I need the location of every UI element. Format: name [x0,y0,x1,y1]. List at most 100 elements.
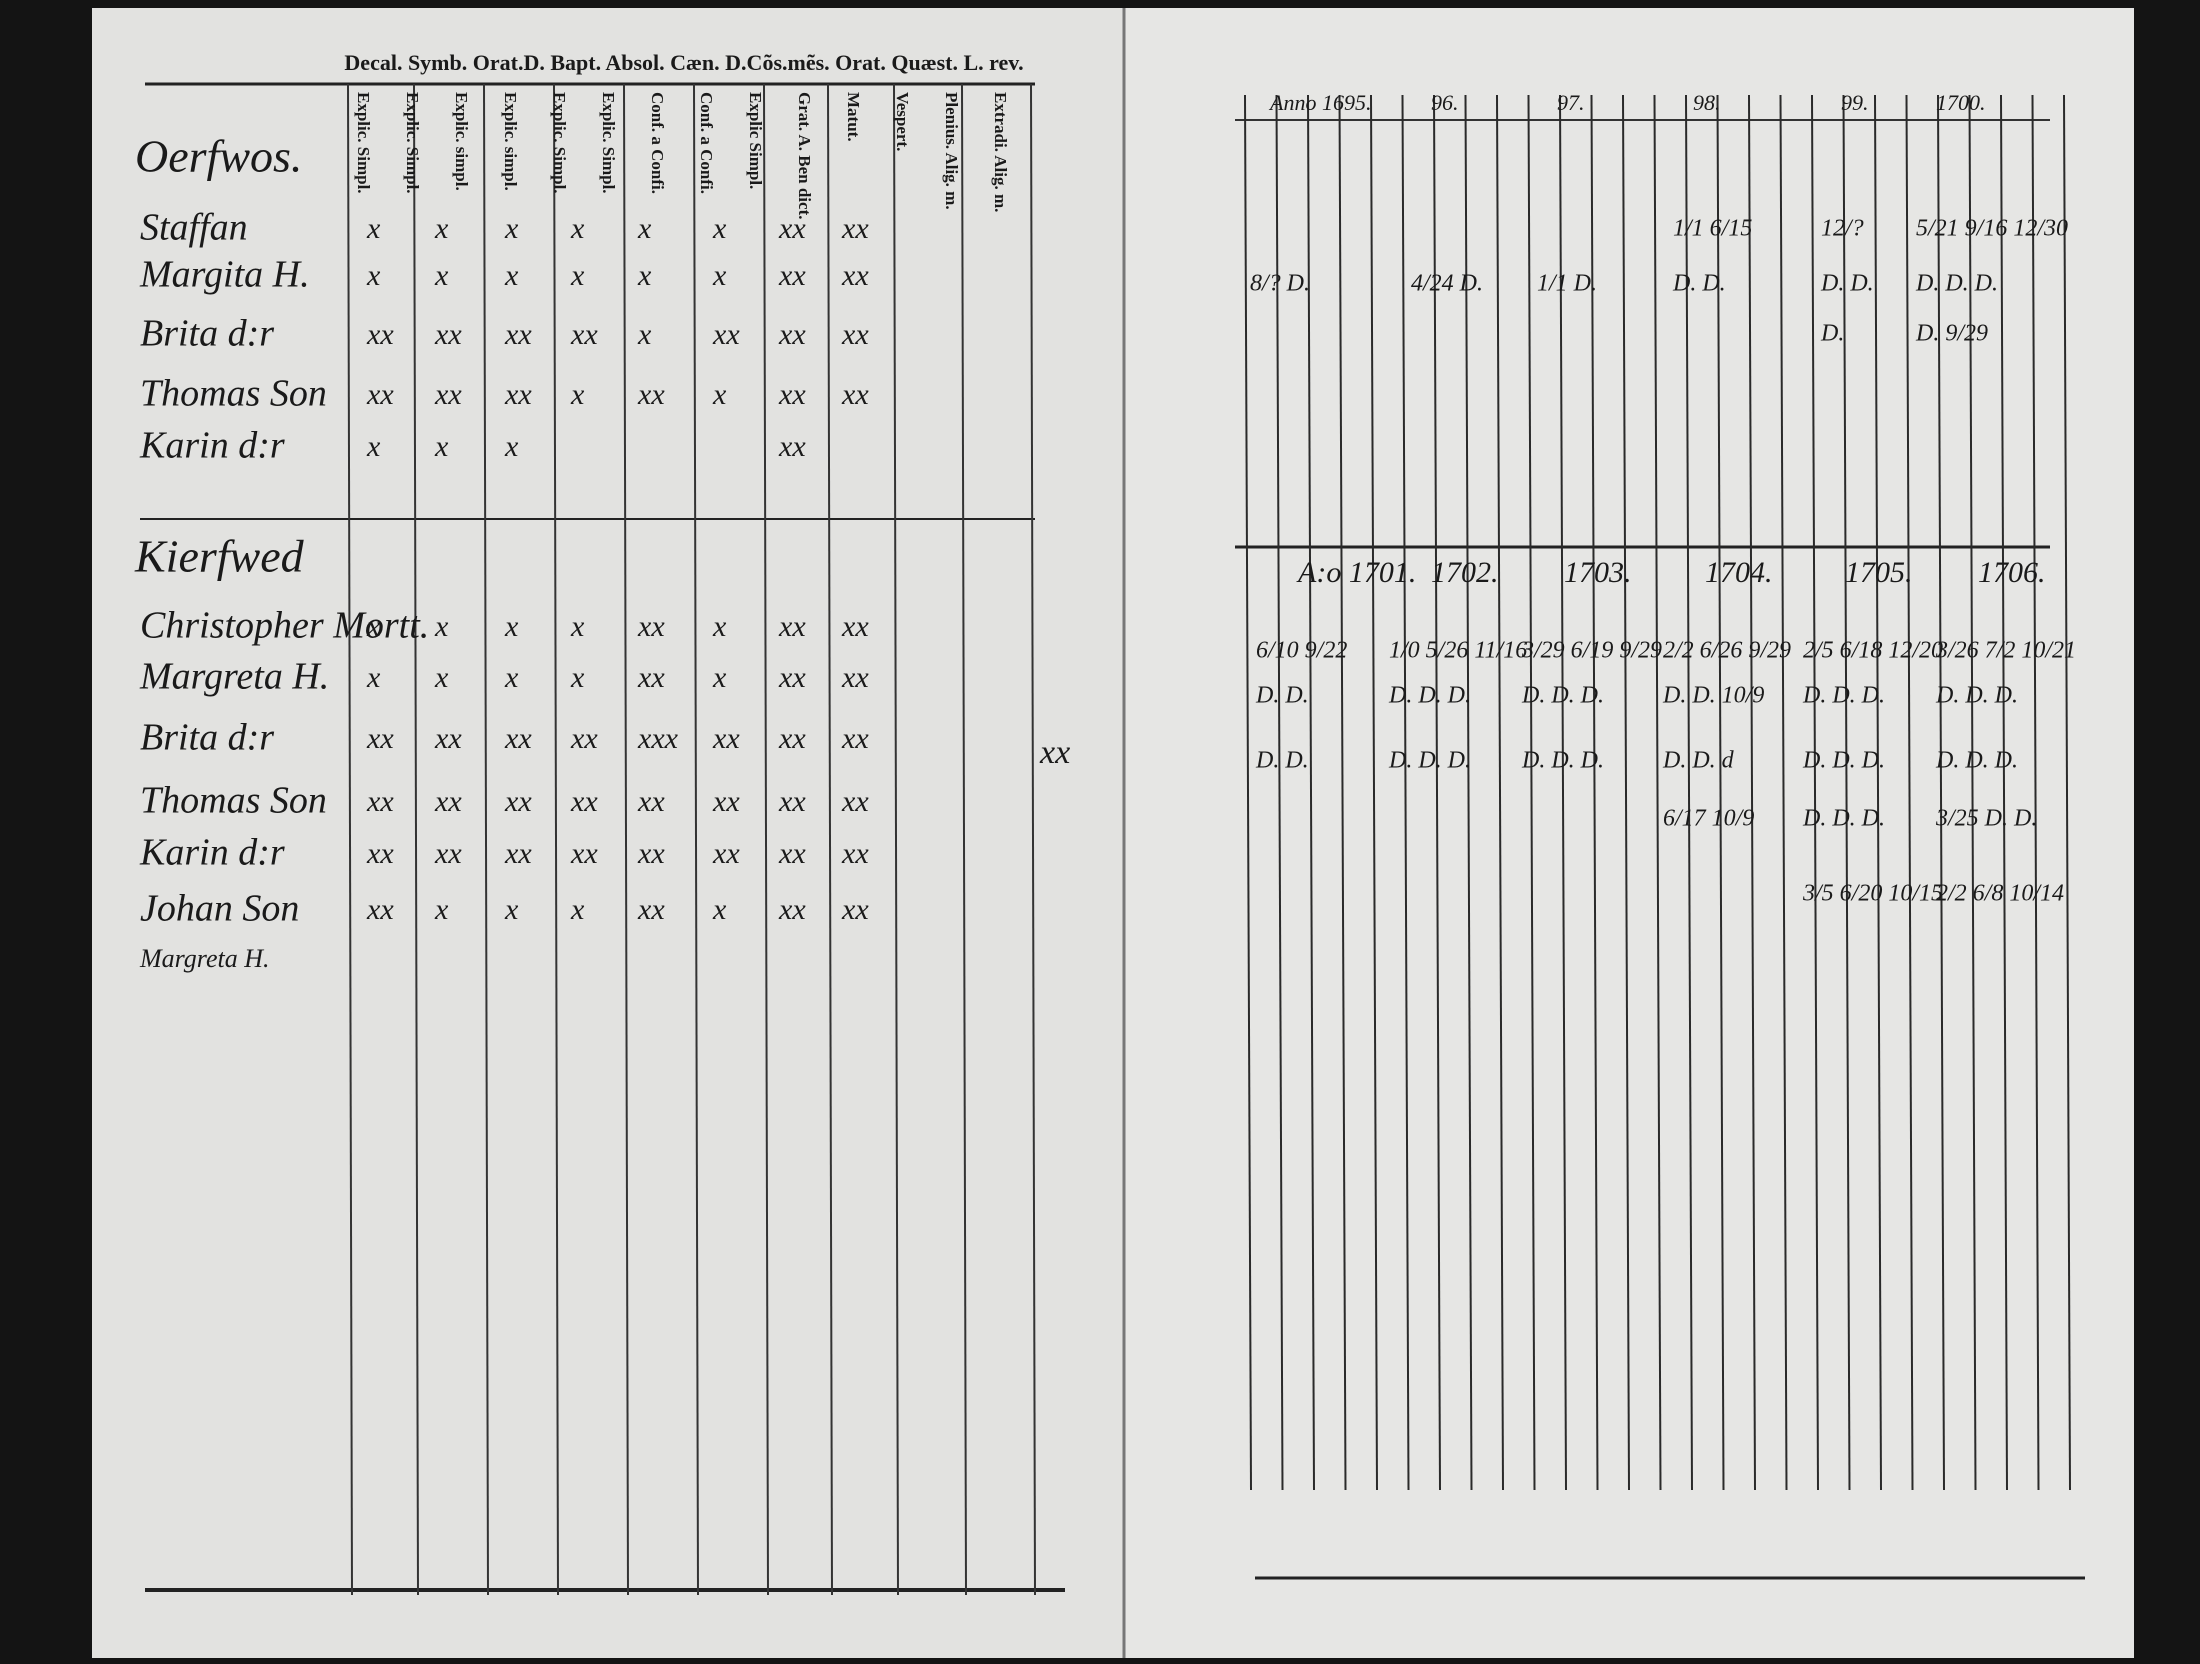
mark: x [366,661,381,694]
entry: D. D. D. [1388,683,1471,709]
column-rule [1874,94,1882,1491]
entry: 3/25 D. D. [1935,806,2037,832]
mark: x [504,610,519,643]
column-rule [553,83,559,1596]
entry: 4/24 D. [1411,271,1483,297]
mark: xx [841,785,869,818]
entry: D. D. [1820,271,1874,297]
entry: 6/17 10/9 [1663,806,1754,832]
group-label: Oerfwos. [135,131,302,182]
column-rule [1496,94,1504,1491]
year-label: 1703. [1564,556,1632,589]
person-name: Thomas Son [140,373,327,415]
column-label: Explic. Simpl. [354,92,373,194]
column-rule [1811,94,1819,1491]
column-label: Plenius. Alig. m. [942,92,961,210]
column-rule [1244,94,1252,1491]
group-label: Kierfwed [134,531,305,582]
person-name: Margreta H. [139,656,329,698]
column-label: Matut. [844,92,863,142]
mark: xx [504,378,532,411]
entry: 2/2 6/8 10/14 [1936,881,2064,907]
mark: xx [778,259,806,292]
column-rule [1433,94,1441,1491]
person-name: Johan Son [140,888,299,930]
column-rule [1685,94,1693,1491]
column-rule [623,83,629,1596]
mark: xx [570,722,598,755]
mark: xx [366,785,394,818]
mark: xx [434,318,462,351]
mark: x [434,661,449,694]
mark: xx [366,722,394,755]
mark: x [504,661,519,694]
person-name: Brita d:r [140,717,274,759]
column-label: Conf. a Confi. [697,92,716,194]
entry: 5/21 9/16 12/30 [1916,216,2068,242]
column-rule [1937,94,1945,1491]
year-label: 97. [1557,90,1585,115]
column-rule [1779,94,1788,1491]
mark: xx [434,785,462,818]
mark: xx [712,318,740,351]
mark: xx [366,378,394,411]
year-label: 98. [1693,90,1721,115]
mark: xx [778,893,806,926]
column-rule [2063,94,2071,1491]
mark: x [366,212,381,245]
year-label: 99. [1841,90,1869,115]
year-label: 1705. [1845,556,1913,589]
entry: D. D. d [1662,748,1735,774]
column-rule [1370,94,1378,1491]
mark: xx [841,661,869,694]
column-label: Explic. Simpl. [550,92,569,194]
mark: xx [570,318,598,351]
entry: D. D. [1255,748,1309,774]
entry: D. D. D. [1388,748,1471,774]
entry: 3/29 6/19 9/29 [1521,638,1662,664]
mark: xx [841,259,869,292]
mark: x [504,212,519,245]
mark: x [637,259,652,292]
entry: D. D. 10/9 [1662,683,1764,709]
mark: xx [637,610,665,643]
year-label: 1706. [1978,556,2046,589]
mark: xx [841,722,869,755]
person-name: Brita d:r [140,313,274,355]
entry: D. 9/29 [1915,321,1988,347]
column-rule [1653,94,1662,1491]
mark: x [570,212,585,245]
entry: D. D. [1255,683,1309,709]
mark: xx [637,837,665,870]
mark: xxx [637,722,679,755]
entry: 8/? D. [1250,271,1310,297]
entry: 1/0 5/26 11/16 [1389,638,1527,664]
year-label: 1700. [1936,90,1986,115]
column-rule [1622,94,1630,1491]
person-name: Karin d:r [139,425,285,467]
mark: xx [778,378,806,411]
mark: x [434,259,449,292]
column-label: Explic. Simpl. [403,92,422,194]
column-rule [1030,83,1036,1596]
mark: x [637,212,652,245]
mark: x [434,430,449,463]
mark: xx [778,785,806,818]
mark: x [434,893,449,926]
column-rule [827,83,833,1596]
mark: x [504,430,519,463]
mark: xx [366,837,394,870]
entry: D. D. D. [1802,806,1885,832]
mark: x [434,212,449,245]
person-name: Karin d:r [139,832,285,874]
year-label: A:o 1701. [1296,556,1416,589]
year-label: Anno 1695. [1268,90,1371,115]
column-label: Explic. simpl. [452,92,471,191]
column-label: Explic Simpl. [746,92,765,189]
person-name: Christopher Mortt. [140,605,429,647]
mark: xx [778,212,806,245]
mark: x [570,610,585,643]
column-rule [1464,94,1473,1491]
